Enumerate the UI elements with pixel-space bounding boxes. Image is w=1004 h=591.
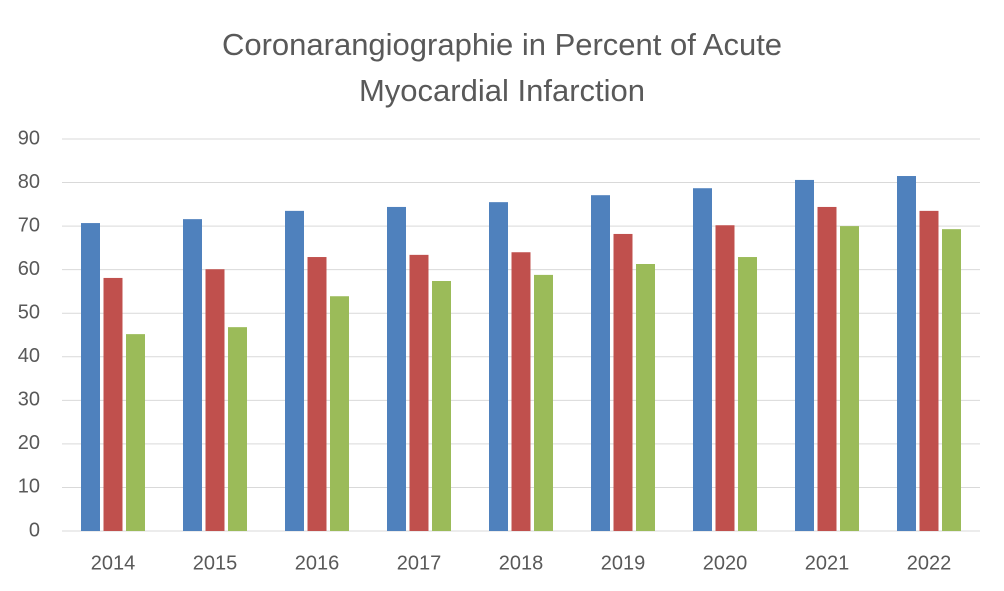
bar	[693, 188, 712, 531]
y-tick-label: 30	[18, 389, 40, 411]
x-tick-label: 2018	[499, 552, 544, 574]
bar	[738, 257, 757, 531]
bar	[613, 233, 633, 531]
chart-title: Coronarangiographie in Percent of Acute	[222, 27, 782, 62]
bar	[840, 226, 859, 531]
y-tick-label: 40	[18, 345, 40, 367]
x-tick-label: 2016	[295, 552, 340, 574]
x-tick-label: 2019	[601, 552, 646, 574]
bar	[897, 176, 916, 531]
bar	[432, 280, 451, 531]
bar	[387, 206, 406, 532]
bar	[81, 223, 100, 531]
y-tick-label: 10	[18, 476, 40, 498]
y-tick-label: 60	[18, 258, 40, 280]
bar	[307, 257, 327, 531]
y-tick-label: 70	[18, 214, 40, 236]
bar	[205, 269, 225, 531]
bar	[942, 229, 961, 531]
bar	[126, 334, 145, 531]
bar	[591, 195, 610, 532]
y-tick-label: 90	[18, 127, 40, 149]
x-tick-label: 2014	[91, 552, 136, 574]
bar	[330, 296, 349, 531]
chart-title: Myocardial Infarction	[359, 73, 645, 108]
x-tick-label: 2017	[397, 552, 442, 574]
bar	[511, 252, 531, 531]
bar	[489, 202, 508, 531]
bar	[409, 254, 429, 531]
bar	[103, 277, 123, 531]
x-tick-label: 2020	[703, 552, 748, 574]
y-tick-label: 80	[18, 171, 40, 193]
x-tick-label: 2021	[805, 552, 850, 574]
y-tick-label: 50	[18, 302, 40, 324]
x-tick-label: 2015	[193, 552, 238, 574]
bar	[228, 327, 247, 531]
bar	[636, 264, 655, 531]
y-tick-label: 20	[18, 432, 40, 454]
x-tick-label: 2022	[907, 552, 952, 574]
bar	[534, 274, 553, 531]
y-tick-label: 0	[29, 519, 40, 541]
bar	[919, 210, 939, 531]
bar	[285, 210, 304, 531]
bar	[715, 225, 735, 532]
bar	[183, 219, 202, 532]
bar	[795, 179, 814, 532]
bar	[817, 206, 837, 532]
